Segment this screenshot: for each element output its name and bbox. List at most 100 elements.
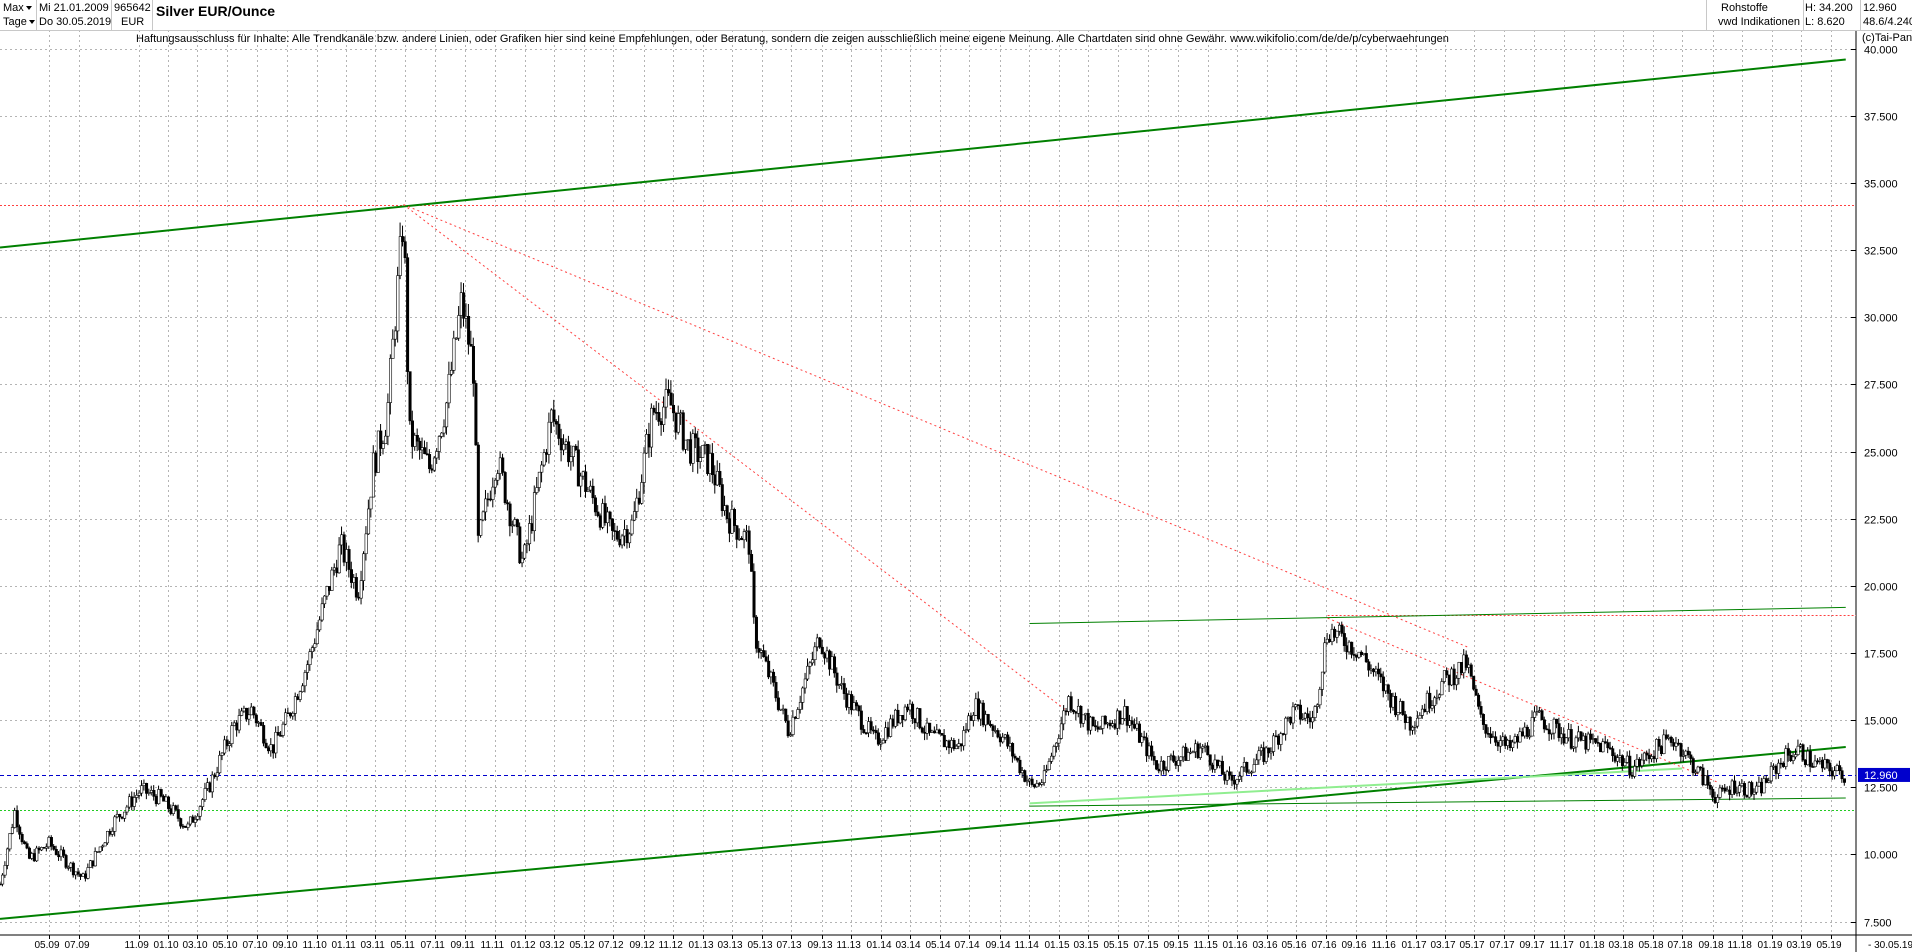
candle-down <box>1545 728 1549 731</box>
candle-down <box>264 742 268 749</box>
candle-down <box>1328 638 1332 643</box>
x-tick-label: 07.12 <box>599 940 624 951</box>
candle-down <box>554 421 558 425</box>
x-tick-label: 01.13 <box>689 940 714 951</box>
candle-down <box>1074 711 1078 714</box>
candle-down <box>1689 754 1693 759</box>
candle-up <box>359 580 363 599</box>
range-selector[interactable]: Max <box>3 1 32 15</box>
candle-down <box>191 816 195 823</box>
x-tick-label: 01.15 <box>1045 940 1070 951</box>
candle-up <box>908 703 912 711</box>
candle-up <box>1462 654 1466 674</box>
candle-up <box>837 684 841 687</box>
candle-up <box>1003 734 1007 738</box>
candle-up <box>1528 735 1532 738</box>
chevron-down-icon[interactable] <box>25 6 32 11</box>
period-selector[interactable]: Tage <box>3 15 35 29</box>
candle-down <box>1613 755 1617 762</box>
candle-down <box>225 739 229 746</box>
candle-down <box>1542 719 1546 730</box>
candle-up <box>1084 712 1088 716</box>
candle-up <box>523 544 527 559</box>
candle-up <box>1284 717 1288 735</box>
x-tick-label: 01.18 <box>1580 940 1605 951</box>
candle-down <box>559 438 563 451</box>
candle-down <box>1557 723 1561 738</box>
candle-down <box>469 344 473 347</box>
candle-up <box>1681 754 1685 757</box>
candle-up <box>1167 755 1171 771</box>
candle-up <box>198 806 202 817</box>
candle-up <box>571 445 575 457</box>
candle-up <box>1089 716 1093 731</box>
candle-down <box>1274 735 1278 738</box>
candle-up <box>742 531 746 541</box>
candle-down <box>0 883 2 886</box>
candle-down <box>174 805 178 810</box>
candle-down <box>15 810 19 828</box>
candle-up <box>384 435 388 445</box>
candle-up <box>1128 720 1132 726</box>
candle-up <box>484 498 488 513</box>
x-tick-label: 05.15 <box>1104 940 1129 951</box>
candle-up <box>847 694 851 708</box>
candle-up <box>67 867 71 869</box>
candle-up <box>1240 766 1244 777</box>
candle-up <box>511 524 515 527</box>
candle-down <box>1481 714 1485 725</box>
chevron-down-icon[interactable] <box>28 20 35 25</box>
candle-up <box>386 402 390 437</box>
candle-up <box>1655 739 1659 760</box>
x-tick-label: 09.15 <box>1164 940 1189 951</box>
candle-down <box>1342 633 1346 646</box>
candle-down <box>1838 765 1842 771</box>
candle-down <box>1133 724 1137 729</box>
candle-down <box>1386 684 1390 694</box>
candle-down <box>652 407 656 413</box>
candle-down <box>786 720 790 737</box>
x-tick-label: 11.10 <box>303 940 328 951</box>
candle-up <box>808 662 812 667</box>
candle-down <box>1647 754 1651 760</box>
candle-up <box>3 865 7 876</box>
candle-down <box>725 505 729 519</box>
candle-up <box>881 739 885 744</box>
candle-up <box>1767 780 1771 783</box>
candle-up <box>645 433 649 454</box>
candle-down <box>1408 716 1412 731</box>
candle-up <box>10 827 14 834</box>
candle-down <box>1172 755 1176 762</box>
candle-up <box>1450 668 1454 686</box>
candle-down <box>71 862 75 876</box>
candle-up <box>664 389 668 408</box>
candle-down <box>410 420 414 447</box>
candle-down <box>1594 738 1598 743</box>
candle-down <box>913 718 917 724</box>
candle-up <box>340 534 344 546</box>
candle-up <box>1740 783 1744 786</box>
candle-down <box>1479 706 1483 715</box>
candle-up <box>1098 728 1102 730</box>
candle-down <box>1603 741 1607 743</box>
candle-up <box>1247 771 1251 774</box>
candle-down <box>1184 746 1188 761</box>
candle-up <box>1538 710 1542 713</box>
candle-up <box>320 603 324 621</box>
candle-up <box>98 846 102 852</box>
candle-down <box>557 423 561 439</box>
candle-down <box>1145 737 1149 757</box>
candle-up <box>1059 723 1063 739</box>
candle-down <box>752 571 756 618</box>
candle-down <box>874 730 878 734</box>
candle-down <box>208 782 212 793</box>
candle-up <box>318 619 322 631</box>
candle-down <box>1064 710 1068 713</box>
candle-down <box>1174 760 1178 766</box>
candle-up <box>1757 781 1761 787</box>
x-tick-label: 03.14 <box>896 940 921 951</box>
candle-down <box>1686 750 1690 756</box>
candle-up <box>1762 778 1766 794</box>
stats-value: 48.6/4.240 <box>1863 16 1912 28</box>
